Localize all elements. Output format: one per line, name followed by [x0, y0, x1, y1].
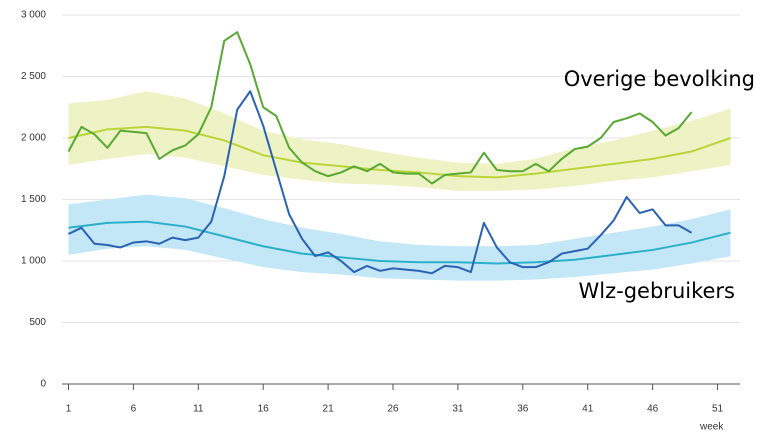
series-label: Overige bevolking [564, 67, 755, 91]
expected-line [68, 125, 731, 179]
y-tick-label: 2 500 [21, 71, 46, 82]
y-tick-label: 1 500 [21, 194, 46, 205]
y-tick-label: 2 000 [21, 133, 46, 144]
y-tick-label: 3 000 [21, 10, 46, 21]
y-tick-label: 500 [29, 317, 46, 328]
y-tick-label: 1 000 [21, 256, 46, 267]
x-tick-label: 16 [258, 404, 270, 415]
x-tick-label: 21 [323, 404, 335, 415]
confidence-band [68, 194, 731, 281]
x-tick-label: 31 [452, 404, 464, 415]
x-tick-label: 1 [66, 404, 72, 415]
x-tick-label: 11 [193, 404, 204, 415]
x-tick-label: 46 [647, 404, 659, 415]
x-axis-label: week [699, 422, 724, 433]
x-tick-label: 51 [712, 404, 724, 415]
x-tick-label: 6 [131, 404, 137, 415]
series-label: Wlz-gebruikers [579, 279, 735, 303]
y-tick-label: 0 [40, 379, 46, 390]
x-tick-label: 41 [582, 404, 594, 415]
series-line [68, 90, 693, 275]
confidence-band [68, 91, 731, 191]
series-line [67, 31, 693, 185]
x-tick-label: 26 [387, 404, 399, 415]
x-tick-label: 36 [517, 404, 529, 415]
expected-line [68, 220, 731, 265]
